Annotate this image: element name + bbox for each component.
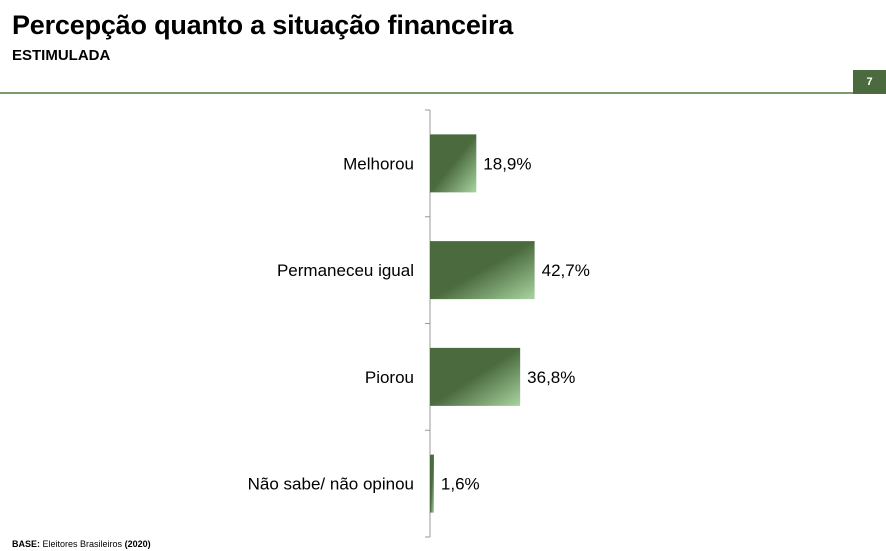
page-subtitle: ESTIMULADA bbox=[12, 47, 111, 64]
header-divider bbox=[0, 92, 886, 94]
page-title: Percepção quanto a situação financeira bbox=[12, 10, 514, 40]
data-label: 36,8% bbox=[527, 368, 575, 387]
category-label: Não sabe/ não opinou bbox=[248, 475, 414, 494]
data-label: 18,9% bbox=[483, 154, 531, 173]
bar bbox=[430, 241, 535, 300]
base-year: (2020) bbox=[124, 539, 151, 549]
category-label: Piorou bbox=[365, 368, 414, 387]
category-label: Melhorou bbox=[343, 154, 414, 173]
base-label: BASE: bbox=[12, 539, 41, 549]
data-label: 42,7% bbox=[542, 261, 590, 280]
bar bbox=[430, 134, 477, 193]
category-label: Permaneceu igual bbox=[277, 261, 414, 280]
data-label: 1,6% bbox=[441, 475, 480, 494]
bar bbox=[430, 454, 434, 513]
base-note: BASE: Eleitores Brasileiros (2020) bbox=[12, 539, 151, 549]
base-text: Eleitores Brasileiros bbox=[42, 539, 123, 549]
bar bbox=[430, 347, 521, 406]
page-number-badge: 7 bbox=[853, 70, 886, 94]
